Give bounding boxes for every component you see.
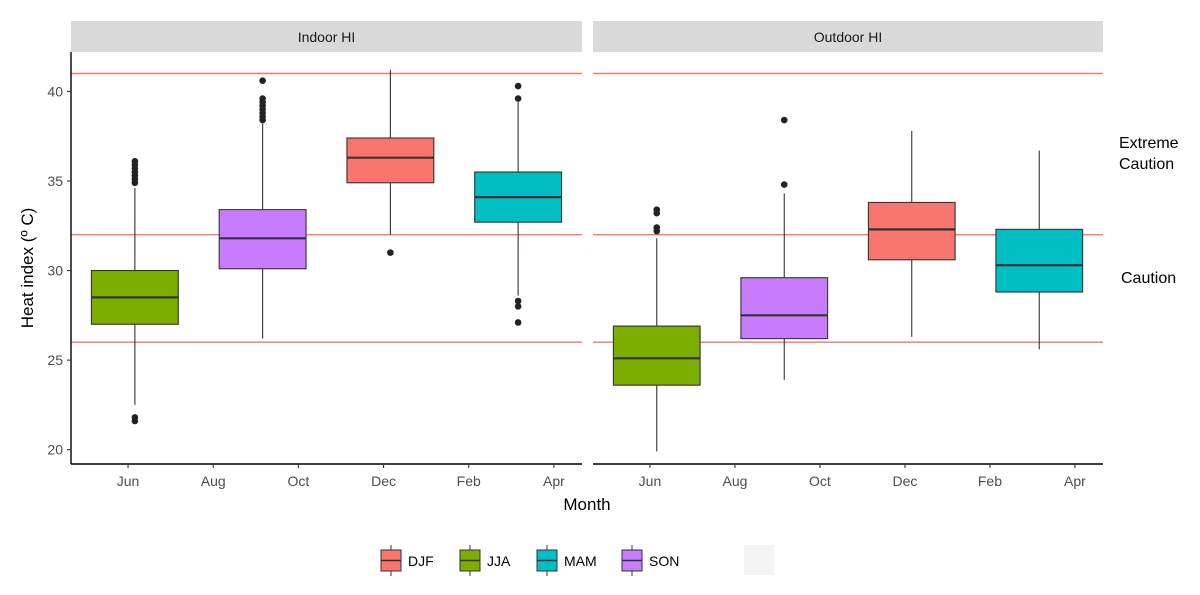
legend-label: MAM (564, 553, 597, 569)
box-son (740, 116, 829, 380)
outlier-point (514, 297, 522, 305)
legend-item-son: SON (621, 545, 679, 576)
box-iqr (867, 201, 956, 261)
outlier-point (514, 82, 522, 90)
facet-strip-label: Outdoor HI (814, 29, 882, 45)
x-tick-label: Feb (457, 473, 481, 489)
box-mam (995, 150, 1084, 350)
legend-item-jja: JJA (459, 545, 511, 576)
facet-strip (71, 21, 582, 52)
x-tick-label: Aug (722, 473, 747, 489)
outlier-point (514, 303, 522, 310)
box-iqr (740, 277, 829, 340)
x-tick-label: Jun (117, 473, 140, 489)
x-tick-label: Dec (371, 473, 396, 489)
box-jja (90, 157, 179, 425)
y-tick-label: 25 (47, 352, 63, 368)
outlier-point (387, 249, 394, 256)
legend-item-djf: DJF (380, 545, 434, 576)
legend-blank-patch (744, 545, 774, 575)
outlier-point (259, 95, 266, 102)
y-tick-label: 30 (47, 263, 63, 279)
x-tick-label: Jun (639, 473, 662, 489)
outlier-point (780, 116, 788, 124)
x-tick-label: Feb (978, 473, 1002, 489)
panel-outdoor: Outdoor HI Jun Aug Oct Dec Feb Apr (593, 21, 1103, 489)
box-iqr (346, 137, 435, 184)
x-tick-label: Oct (809, 473, 831, 489)
box-iqr (995, 228, 1084, 293)
legend-label: JJA (487, 553, 511, 569)
facet-strip-label: Indoor HI (298, 29, 356, 45)
box-son (218, 77, 307, 339)
box-mam (474, 82, 563, 326)
outlier-point (514, 95, 522, 102)
x-tick-label: Dec (892, 473, 917, 489)
y-tick-label: 20 (47, 442, 63, 458)
x-tick-label: Apr (543, 473, 565, 489)
x-axis-title: Month (563, 495, 610, 514)
facet-strip (593, 21, 1103, 52)
box-djf (867, 130, 956, 337)
y-tick-label: 35 (47, 173, 63, 189)
y-axis-title: Heat index (º C) (18, 208, 37, 329)
zone-label-extreme-caution-line2: Caution (1119, 156, 1174, 173)
outlier-point (780, 181, 788, 188)
x-tick-label: Aug (201, 473, 226, 489)
zone-label-extreme-caution-line1: Extreme (1119, 135, 1179, 152)
outlier-point (514, 319, 522, 326)
outlier-point (653, 206, 661, 213)
legend-label: DJF (408, 553, 434, 569)
outlier-point (653, 224, 661, 231)
outlier-point (259, 77, 266, 84)
box-djf (346, 69, 435, 256)
panel-indoor: Indoor HI 20 25 30 35 40 Jun Aug Oct Dec Feb Apr (47, 21, 582, 489)
y-tick-label: 40 (47, 83, 63, 99)
x-tick-label: Apr (1064, 473, 1086, 489)
x-tick-label: Oct (288, 473, 310, 489)
outlier-point (131, 414, 139, 421)
zone-label-caution: Caution (1121, 270, 1176, 287)
outlier-point (131, 157, 139, 165)
legend: DJF JJA MAM SON (380, 545, 679, 576)
legend-label: SON (649, 553, 679, 569)
box-iqr (612, 325, 701, 386)
legend-item-mam: MAM (536, 545, 597, 576)
box-jja (612, 206, 701, 452)
